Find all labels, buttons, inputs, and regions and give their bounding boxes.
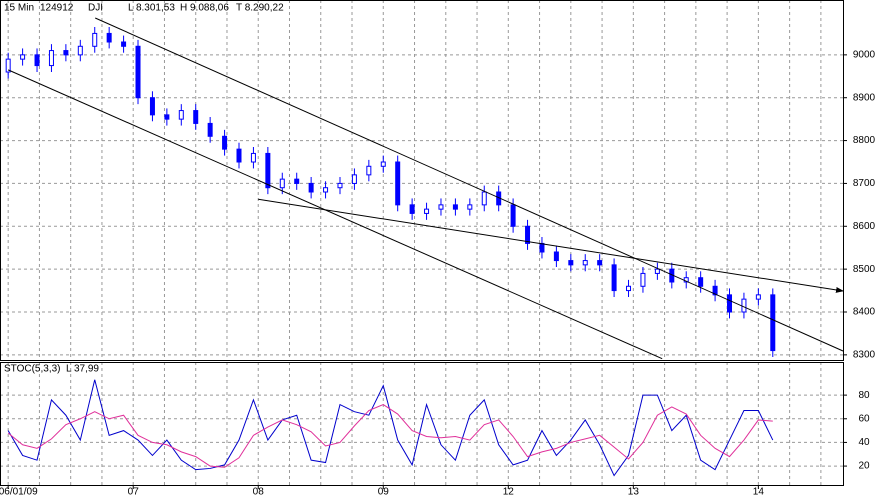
candle-body xyxy=(48,50,54,67)
indicator-line xyxy=(7,379,774,477)
trendline xyxy=(7,69,663,360)
y-tick-label: 8400 xyxy=(853,307,875,318)
y-tick-label: 8600 xyxy=(853,221,875,232)
indicator-title: STOC(5,3,3) xyxy=(4,364,61,375)
candle-body xyxy=(467,204,473,210)
candle-body xyxy=(539,242,545,253)
indicator-value: L 37,99 xyxy=(66,364,99,375)
trendline xyxy=(258,198,844,293)
candle-body xyxy=(582,260,588,266)
instrument-id: 124912 xyxy=(40,3,74,14)
candle-body xyxy=(553,251,559,262)
candle-body xyxy=(265,152,271,189)
candle-body xyxy=(5,58,11,73)
x-tick-label: 07 xyxy=(128,487,140,498)
candle-body xyxy=(640,272,646,287)
candle-body xyxy=(121,41,127,47)
candle-body xyxy=(193,110,199,124)
y-tick-label: 40 xyxy=(858,437,870,448)
candle-body xyxy=(525,225,531,244)
candle-body xyxy=(770,294,776,352)
x-tick-label: 13 xyxy=(628,487,640,498)
x-tick-label: 08 xyxy=(253,487,265,498)
candle-body xyxy=(207,122,213,137)
y-tick-label: 20 xyxy=(858,461,870,472)
candle-body xyxy=(395,161,401,206)
y-tick-label: 8500 xyxy=(853,264,875,275)
candle-body xyxy=(63,50,69,56)
candle-body xyxy=(20,54,26,60)
candle-body xyxy=(323,187,329,193)
candle-body xyxy=(698,277,704,287)
x-tick-label: 12 xyxy=(503,487,515,498)
candle-body xyxy=(741,298,747,313)
candle-body xyxy=(597,260,603,266)
candle-body xyxy=(611,264,617,292)
panel-frame xyxy=(0,362,844,486)
candle-body xyxy=(250,152,256,163)
candle-body xyxy=(654,268,660,274)
candle-body xyxy=(510,204,516,227)
candle-body xyxy=(106,32,112,43)
candle-body xyxy=(438,204,444,210)
candle-body xyxy=(77,45,83,56)
y-tick-label: 9000 xyxy=(853,49,875,60)
candle-body xyxy=(92,32,98,47)
candle-body xyxy=(294,178,300,184)
indicator-line xyxy=(7,404,773,468)
y-tick-label: 8700 xyxy=(853,178,875,189)
candle-body xyxy=(308,182,314,193)
x-tick-label: 09 xyxy=(378,487,390,498)
candle-body xyxy=(279,178,285,189)
candle-body xyxy=(222,135,228,150)
candle-body xyxy=(481,191,487,206)
candle-body xyxy=(424,208,430,214)
panel-frame xyxy=(0,0,844,361)
y-tick-label: 8900 xyxy=(853,92,875,103)
candle-body xyxy=(712,285,718,296)
candle-body xyxy=(337,182,343,189)
candle-body xyxy=(164,114,170,120)
candle-body xyxy=(755,294,761,300)
candle-body xyxy=(568,260,574,266)
candle-body xyxy=(236,148,242,163)
y-tick-label: 80 xyxy=(858,390,870,401)
candle-body xyxy=(135,45,141,99)
trendline xyxy=(95,17,844,352)
candle-body xyxy=(380,161,386,167)
candle-body xyxy=(34,54,40,67)
candle-body xyxy=(626,285,632,292)
candle-body xyxy=(178,110,184,120)
candle-body xyxy=(727,294,733,313)
timeframe: 15 Min xyxy=(4,3,34,14)
candle-body xyxy=(351,174,357,184)
last-value: T 8.290,22 xyxy=(236,3,284,14)
y-tick-label: 8800 xyxy=(853,135,875,146)
candle-body xyxy=(366,165,372,176)
symbol: DJI xyxy=(88,3,103,14)
y-tick-label: 60 xyxy=(858,413,870,424)
candle-body xyxy=(149,97,155,116)
y-tick-label: 8300 xyxy=(853,349,875,360)
candle-body xyxy=(452,204,458,210)
low-value: L 8.301,53 xyxy=(128,3,175,14)
x-tick-label: 06/01/09 xyxy=(0,487,38,498)
candle-body xyxy=(409,204,415,214)
x-tick-label: 14 xyxy=(753,487,765,498)
high-value: H 9.088,06 xyxy=(180,3,229,14)
